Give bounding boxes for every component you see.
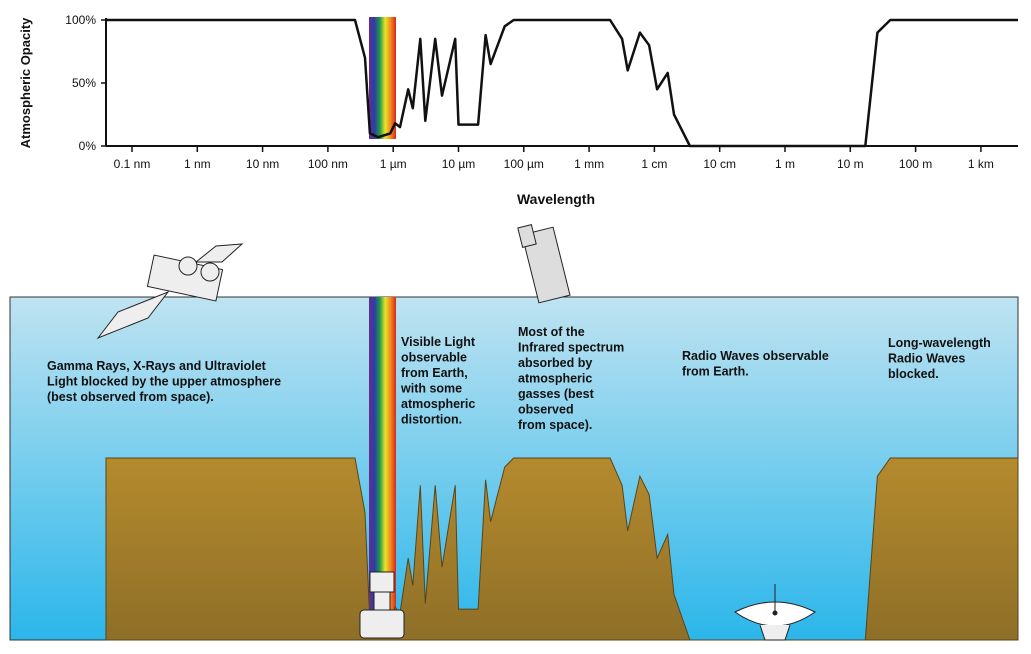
- annotation-line: observed: [518, 403, 574, 417]
- annotation-line: atmospheric: [401, 397, 475, 411]
- ground: [105, 457, 1019, 641]
- y-tick-label: 50%: [72, 76, 96, 90]
- annotation-line: Gamma Rays, X-Rays and Ultraviolet: [47, 359, 267, 373]
- annotation-line: Light blocked by the upper atmosphere: [47, 375, 281, 389]
- opacity-line: [106, 18, 1018, 148]
- annotation-line: observable: [401, 351, 467, 365]
- x-tick-label: 1 km: [968, 157, 994, 171]
- annotation-line: blocked.: [888, 367, 939, 381]
- x-tick-label: 100 m: [899, 157, 932, 171]
- annotation-line: from space).: [518, 418, 592, 432]
- x-tick-label: 10 nm: [246, 157, 279, 171]
- annotation-line: Long-wavelength: [888, 336, 991, 350]
- ground-layer: [105, 457, 1019, 641]
- radio-dish: [734, 584, 816, 641]
- annotation-line: Radio Waves: [888, 352, 965, 366]
- y-tick-label: 0%: [79, 139, 97, 153]
- x-tick-label: 10 cm: [703, 157, 736, 171]
- x-tick-label: 10 µm: [442, 157, 476, 171]
- y-tick-label: 100%: [65, 13, 96, 27]
- annotation-line: Radio Waves observable: [682, 349, 829, 363]
- x-tick-label: 1 µm: [380, 157, 407, 171]
- satellite: [96, 243, 244, 340]
- x-tick-label: 100 nm: [308, 157, 348, 171]
- y-axis-label: Atmospheric Opacity: [18, 17, 33, 149]
- annotation-line: from Earth.: [682, 365, 749, 379]
- space-telescope: [517, 223, 571, 304]
- annotation-line: distortion.: [401, 413, 462, 427]
- annotation-line: with some: [400, 382, 462, 396]
- annotation-line: gasses (best: [518, 387, 595, 401]
- annotation-line: from Earth,: [401, 366, 468, 380]
- annotation-line: Most of the: [518, 325, 585, 339]
- annotation-line: absorbed by: [518, 356, 592, 370]
- x-tick-label: 0.1 nm: [114, 157, 151, 171]
- x-tick-label: 1 mm: [574, 157, 604, 171]
- x-tick-label: 1 m: [775, 157, 795, 171]
- x-tick-label: 1 nm: [184, 157, 211, 171]
- annotation-line: atmospheric: [518, 372, 592, 386]
- annotation-line: (best observed from space).: [47, 390, 214, 404]
- x-axis-label: Wavelength: [517, 191, 595, 207]
- annotation-line: Infrared spectrum: [518, 341, 624, 355]
- x-tick-label: 1 cm: [641, 157, 667, 171]
- x-tick-label: 100 µm: [504, 157, 544, 171]
- annotation-line: Visible Light: [401, 335, 476, 349]
- visible-band: [369, 17, 396, 139]
- x-tick-label: 10 m: [837, 157, 864, 171]
- ground-telescope: [359, 571, 405, 639]
